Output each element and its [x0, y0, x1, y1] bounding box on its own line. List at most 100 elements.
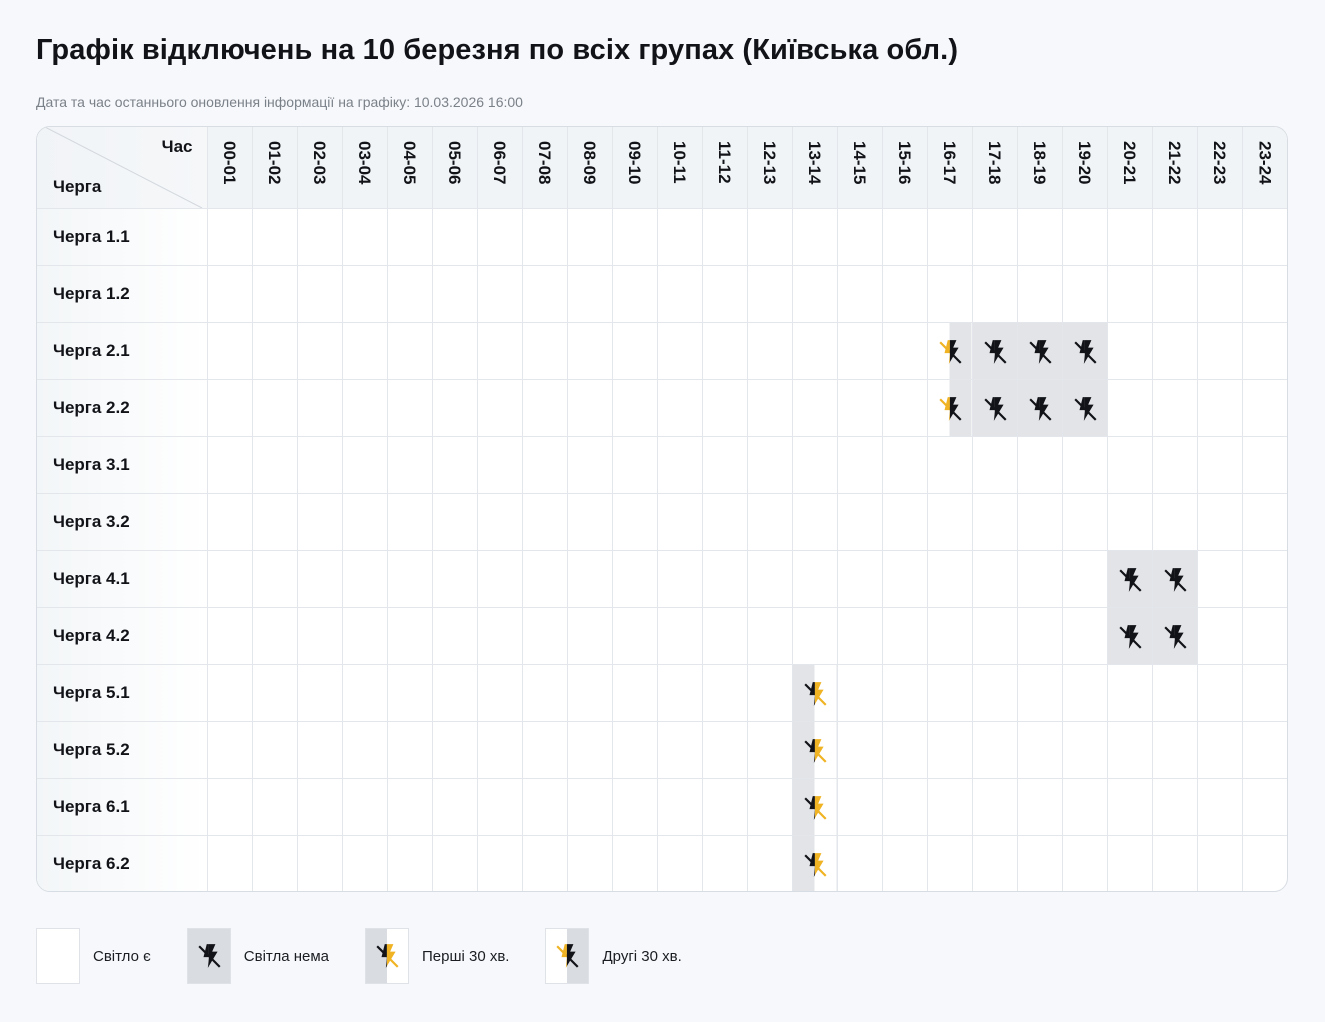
- schedule-cell-on: [432, 265, 478, 323]
- diagonal-divider-icon: [44, 127, 203, 208]
- schedule-cell-on: [567, 721, 613, 779]
- queue-label: Черга 5.2: [37, 721, 208, 779]
- schedule-cell-on: [522, 664, 568, 722]
- hour-column-header: 09-10: [612, 127, 658, 209]
- schedule-cell-on: [1017, 493, 1063, 551]
- schedule-cell-on: [387, 664, 433, 722]
- schedule-cell-on: [342, 721, 388, 779]
- hour-column-header: 15-16: [882, 127, 928, 209]
- hour-label: 22-23: [1210, 141, 1229, 185]
- table-row: Черга 6.1: [37, 778, 1287, 836]
- table-row: Черга 1.1: [37, 208, 1287, 266]
- schedule-cell-on: [972, 493, 1018, 551]
- schedule-cell-on: [342, 322, 388, 380]
- schedule-cell-first: [792, 721, 838, 779]
- schedule-cell-on: [297, 265, 343, 323]
- schedule-cell-on: [1197, 208, 1243, 266]
- queue-label: Черга 3.2: [37, 493, 208, 551]
- schedule-cell-on: [297, 835, 343, 891]
- hour-column-header: 16-17: [927, 127, 973, 209]
- schedule-cell-on: [477, 493, 523, 551]
- schedule-cell-on: [702, 607, 748, 665]
- schedule-cell-on: [747, 607, 793, 665]
- schedule-cell-on: [837, 379, 883, 437]
- schedule-cell-on: [252, 493, 298, 551]
- schedule-cell-on: [387, 778, 433, 836]
- hour-axis-label: Час: [161, 137, 193, 156]
- schedule-cell-on: [432, 778, 478, 836]
- schedule-cell-on: [792, 550, 838, 608]
- schedule-cell-on: [342, 265, 388, 323]
- hour-label: 03-04: [355, 141, 374, 185]
- schedule-cell-on: [612, 607, 658, 665]
- queue-label: Черга 2.2: [37, 379, 208, 437]
- schedule-cell-on: [1017, 778, 1063, 836]
- schedule-cell-off: [1017, 379, 1063, 437]
- hour-column-header: 02-03: [297, 127, 343, 209]
- schedule-cell-on: [342, 778, 388, 836]
- schedule-cell-on: [477, 778, 523, 836]
- hour-label: 18-19: [1030, 141, 1049, 185]
- table-row: Черга 2.2: [37, 379, 1287, 437]
- schedule-cell-on: [1152, 493, 1198, 551]
- hour-column-header: 19-20: [1062, 127, 1108, 209]
- schedule-cell-on: [702, 436, 748, 494]
- schedule-cell-on: [927, 493, 973, 551]
- schedule-cell-on: [342, 493, 388, 551]
- schedule-cell-on: [207, 550, 253, 608]
- hour-column-header: 12-13: [747, 127, 793, 209]
- schedule-cell-on: [1062, 208, 1108, 266]
- schedule-cell-on: [477, 835, 523, 891]
- schedule-cell-on: [972, 664, 1018, 722]
- hour-column-header: 23-24: [1242, 127, 1287, 209]
- legend-item-on: Світло є: [36, 928, 151, 984]
- schedule-cell-on: [972, 835, 1018, 891]
- schedule-cell-off: [972, 379, 1018, 437]
- schedule-cell-on: [657, 835, 703, 891]
- hour-column-header: 18-19: [1017, 127, 1063, 209]
- schedule-cell-on: [792, 322, 838, 380]
- schedule-cell-on: [1242, 436, 1287, 494]
- legend: Світло є Світла нема Перші 30 хв: [36, 928, 718, 984]
- hour-label: 04-05: [400, 141, 419, 185]
- schedule-cell-on: [1107, 322, 1153, 380]
- schedule-cell-on: [252, 265, 298, 323]
- legend-label: Другі 30 хв.: [602, 947, 682, 965]
- hour-label: 09-10: [625, 141, 644, 185]
- schedule-cell-on: [567, 436, 613, 494]
- schedule-cell-on: [252, 436, 298, 494]
- schedule-cell-on: [972, 778, 1018, 836]
- schedule-cell-on: [1107, 436, 1153, 494]
- schedule-cell-on: [972, 607, 1018, 665]
- schedule-cell-on: [567, 778, 613, 836]
- schedule-cell-on: [567, 493, 613, 551]
- table-row: Черга 3.2: [37, 493, 1287, 551]
- schedule-cell-on: [1062, 664, 1108, 722]
- schedule-cell-on: [477, 550, 523, 608]
- schedule-cell-on: [657, 322, 703, 380]
- schedule-cell-on: [342, 436, 388, 494]
- schedule-cell-on: [207, 493, 253, 551]
- schedule-cell-on: [477, 721, 523, 779]
- schedule-cell-on: [702, 664, 748, 722]
- schedule-cell-on: [882, 493, 928, 551]
- legend-swatch: [186, 928, 231, 984]
- schedule-cell-on: [432, 835, 478, 891]
- schedule-cell-on: [567, 607, 613, 665]
- schedule-cell-on: [567, 322, 613, 380]
- schedule-cell-on: [297, 493, 343, 551]
- schedule-cell-on: [207, 721, 253, 779]
- queue-label: Черга 4.1: [37, 550, 208, 608]
- schedule-cell-on: [522, 436, 568, 494]
- schedule-cell-on: [387, 208, 433, 266]
- schedule-cell-on: [1062, 265, 1108, 323]
- schedule-cell-on: [1062, 835, 1108, 891]
- schedule-cell-on: [342, 379, 388, 437]
- schedule-cell-on: [432, 721, 478, 779]
- table-row: Черга 3.1: [37, 436, 1287, 494]
- schedule-cell-on: [1107, 664, 1153, 722]
- schedule-cell-on: [1062, 493, 1108, 551]
- table-row: Черга 5.1: [37, 664, 1287, 722]
- schedule-cell-on: [657, 208, 703, 266]
- schedule-table: Час Черга 00-01 01-02 02-03 03-04 04-05 05-06…: [36, 126, 1288, 892]
